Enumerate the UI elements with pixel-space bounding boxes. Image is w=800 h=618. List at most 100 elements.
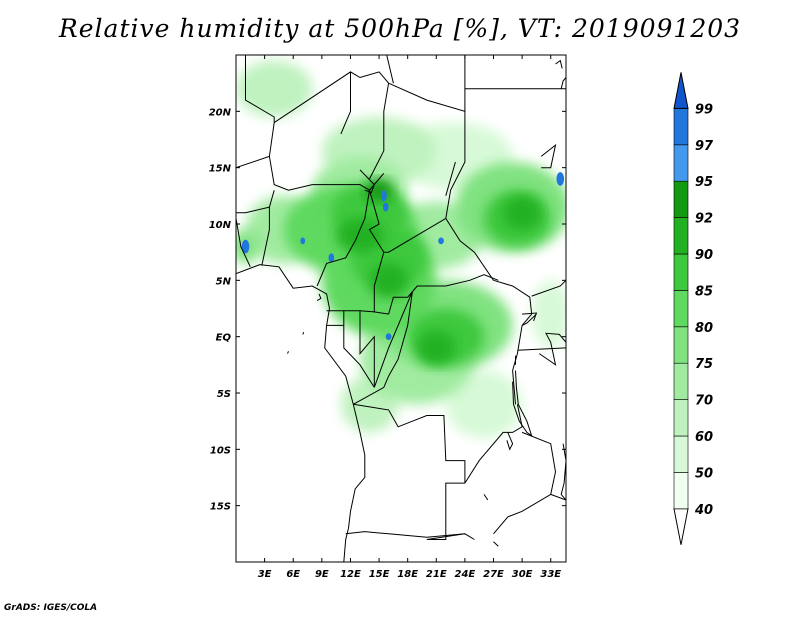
coastline [522,312,538,322]
humidity-region [385,333,392,341]
colorbar-high-triangle [673,72,689,109]
colorbar-label: 60 [695,430,713,445]
border-line [353,291,413,405]
border-line [426,482,465,540]
humidity-region [503,195,542,230]
coastline [560,77,566,89]
humidity-region [241,239,250,254]
coastline [512,370,533,438]
border-line [345,531,475,540]
political-borders [236,55,566,540]
grads-credit: GrADS: IGES/COLA [4,603,98,613]
coastlines [236,59,566,562]
border-line [386,55,394,84]
y-tick-label: 20N [209,107,232,118]
y-tick-label: 10S [210,445,231,456]
border-line [273,71,390,180]
x-tick-label: 9E [315,569,329,580]
humidity-region [328,253,335,263]
border-line [359,291,413,388]
border-line [531,279,566,297]
coastline [493,541,499,547]
colorbar: 40 50 60 70 75 80 85 90 92 95 97 99 [673,72,714,545]
colorbar-label: 85 [695,284,713,299]
humidity-region [369,263,408,298]
coastline [555,59,563,69]
colorbar-label: 70 [695,394,713,409]
colorbar-box [673,362,689,400]
border-line [521,313,537,326]
colorbar-box [673,326,689,364]
coastline [359,169,375,194]
border-line [268,190,275,208]
colorbar-box [673,180,689,218]
coastline [506,432,514,451]
border-line [445,161,456,196]
colorbar-box [673,435,689,473]
x-tick-label: 33E [540,569,561,580]
x-tick-label: 6E [286,569,300,580]
x-tick-label: 27E [483,569,504,580]
y-tick-label: 15N [209,164,232,175]
border-line [343,325,375,388]
humidity-region [438,237,444,245]
map-title: Relative humidity at 500hPa [%], VT: 201… [58,14,742,43]
colorbar-box [673,472,689,510]
colorbar-label: 90 [695,248,713,263]
y-tick-label: 5N [216,276,232,287]
border-line [236,218,251,268]
colorbar-box [673,108,689,146]
colorbar-box [673,217,689,255]
colorbar-low-triangle [673,508,689,545]
colorbar-box [673,399,689,437]
border-line [236,55,275,169]
humidity-region [382,202,389,212]
colorbar-label: 92 [695,212,713,227]
coastline [316,293,322,302]
border-line [388,55,466,112]
colorbar-label: 97 [695,139,714,154]
humidity-region [531,280,566,348]
x-tick-label: 12E [340,569,361,580]
colorbar-label: 80 [695,321,713,336]
colorbar-box [673,290,689,328]
colorbar-label: 50 [695,466,713,481]
colorbar-label: 75 [695,357,713,372]
colorbar-box [673,144,689,182]
coastline [540,143,557,169]
coastline [287,351,289,354]
coastline [483,494,489,501]
x-tick-label: 3E [258,569,272,580]
humidity-region [300,237,306,245]
coastline [236,264,366,562]
humidity-region [556,172,565,186]
coastline [539,332,566,366]
y-tick-label: EQ [216,333,232,344]
humidity-region [380,190,387,202]
humidity-region [236,60,313,117]
y-tick-label: 5S [217,389,231,400]
colorbar-label: 95 [695,175,713,190]
y-tick-label: 10N [209,220,232,231]
colorbar-label: 40 [694,503,713,518]
colorbar-label: 99 [695,102,713,117]
border-line [353,403,466,484]
humidity-region [336,218,384,253]
border-line [517,347,566,351]
x-tick-label: 24E [455,569,476,580]
x-tick-label: 30E [512,569,533,580]
border-line [388,274,499,315]
colorbar-box [673,253,689,291]
border-line [316,190,370,287]
humidity-region [445,370,523,439]
y-tick-label: 15S [210,502,231,513]
border-line [340,71,351,135]
coastline [302,332,305,335]
x-tick-label: 21E [426,569,447,580]
border-line [493,279,533,326]
map-frame [235,54,567,563]
coastline [560,443,566,501]
x-tick-label: 18E [397,569,418,580]
border-line [550,493,566,501]
